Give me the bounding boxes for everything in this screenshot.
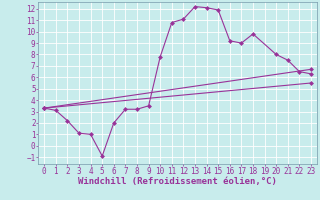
X-axis label: Windchill (Refroidissement éolien,°C): Windchill (Refroidissement éolien,°C): [78, 177, 277, 186]
